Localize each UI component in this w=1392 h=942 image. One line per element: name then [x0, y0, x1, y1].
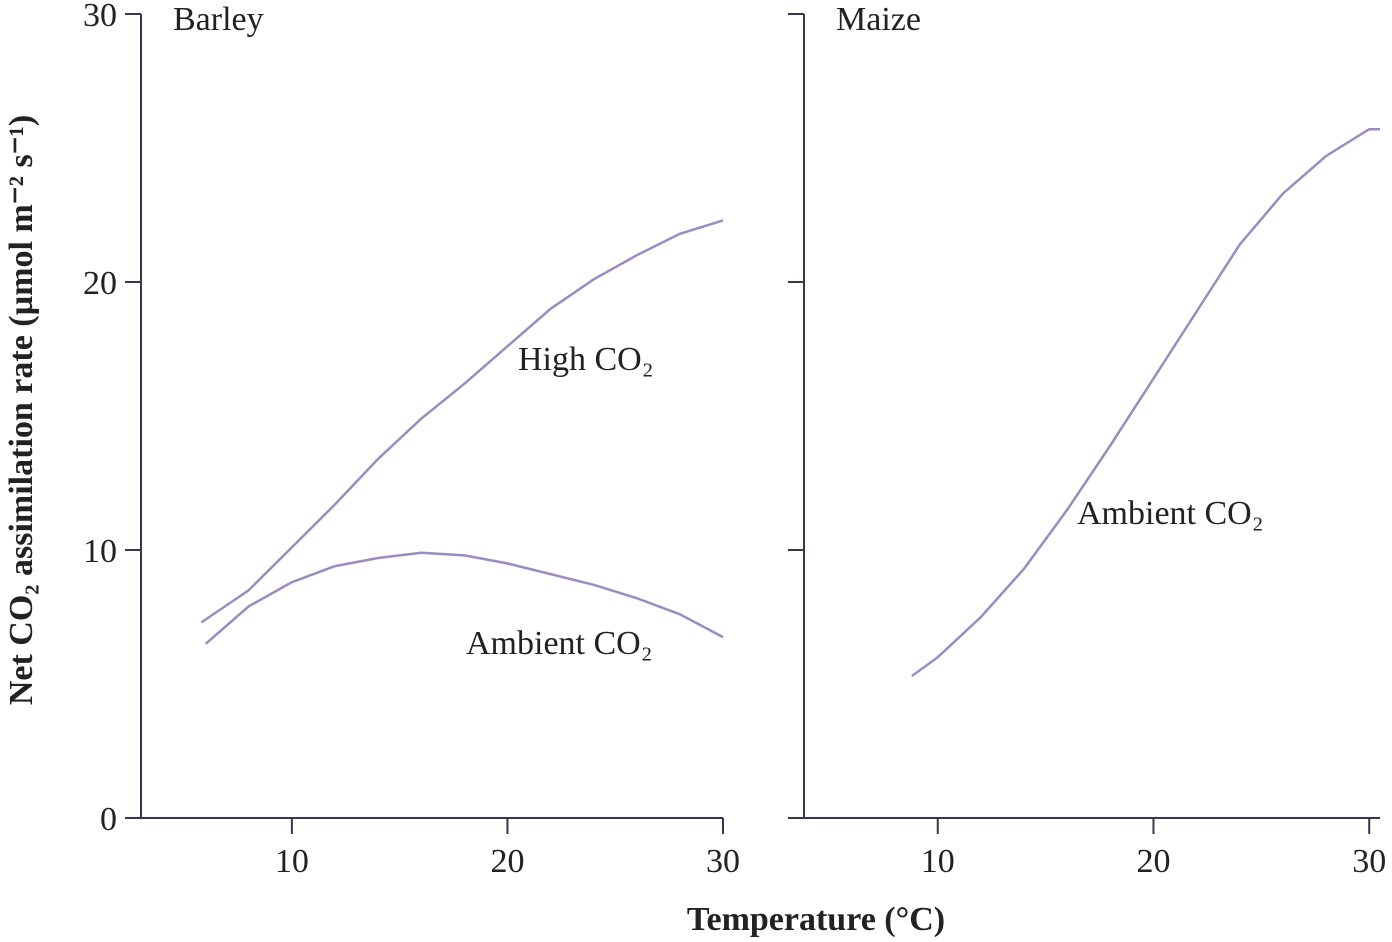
y-tick-label: 10	[83, 533, 117, 570]
x-axis-label: Temperature (°C)	[687, 901, 945, 938]
series-line	[200, 219, 724, 624]
panel-title: Maize	[836, 1, 921, 38]
x-tick-label: 30	[706, 843, 740, 880]
series-label: High CO₂	[518, 341, 654, 378]
y-axis-label: Net CO₂ assimilation rate (µmol m⁻² s⁻¹)	[3, 115, 40, 705]
y-tick-label: 20	[83, 265, 117, 302]
x-tick-label: 20	[490, 843, 524, 880]
x-tick-label: 10	[275, 843, 309, 880]
series-label: Ambient CO₂	[466, 625, 653, 662]
x-tick-label: 30	[1352, 843, 1386, 880]
x-tick-label: 10	[921, 843, 955, 880]
panel-title: Barley	[173, 1, 264, 38]
x-tick-label: 20	[1136, 843, 1170, 880]
y-tick-label: 0	[100, 801, 117, 838]
series-label: Ambient CO₂	[1077, 495, 1264, 532]
series-line	[204, 551, 724, 645]
series-line	[911, 127, 1380, 678]
y-tick-label: 30	[83, 0, 117, 34]
